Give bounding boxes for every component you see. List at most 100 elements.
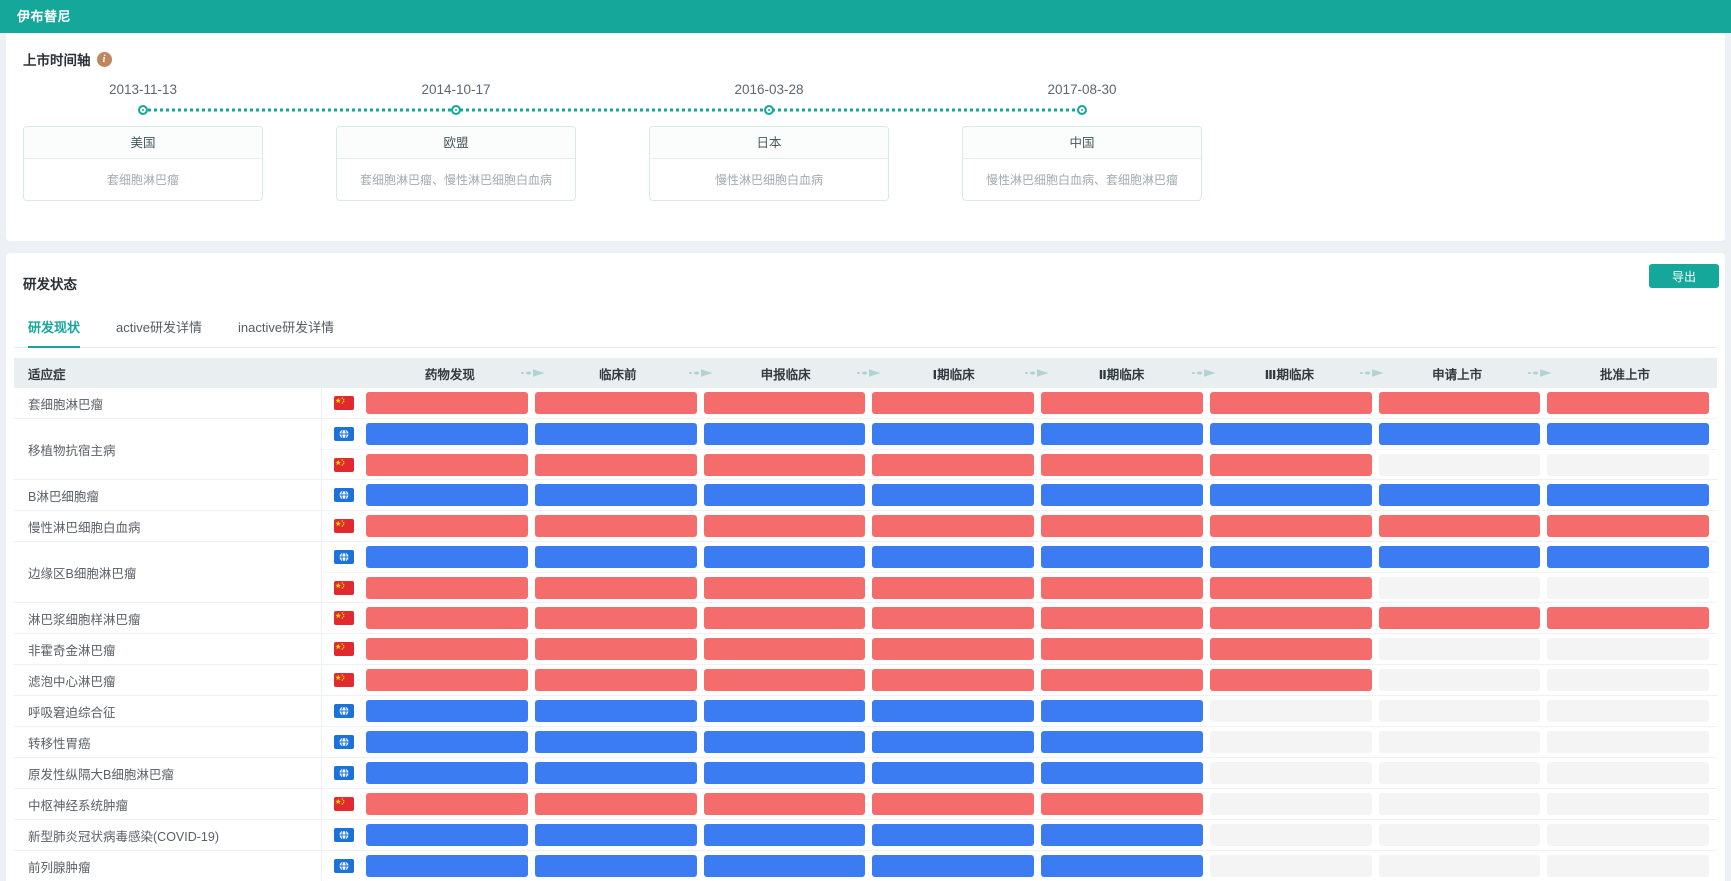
globe-cell: [322, 550, 366, 564]
globe-icon: [334, 550, 354, 564]
stage-segment-filled: [535, 484, 697, 506]
table-row: 中枢神经系统肿瘤: [14, 789, 1717, 820]
column-header-stage: 批准上市: [1541, 364, 1709, 383]
stage-segment-filled: [872, 638, 1034, 660]
table-row: 呼吸窘迫综合征: [14, 696, 1717, 727]
table-row: 边缘区B细胞淋巴瘤: [14, 542, 1717, 603]
stage-segment-empty: [1210, 731, 1372, 753]
info-icon[interactable]: i: [97, 52, 112, 67]
stage-segment-filled: [366, 700, 528, 722]
rnd-section-title: 研发状态: [23, 277, 77, 292]
stage-segment-filled: [704, 577, 866, 599]
stage-segment-filled: [366, 546, 528, 568]
page: 伊布替尼 上市时间轴 i 2013-11-132014-10-172016-03…: [0, 0, 1731, 881]
progress-track: [322, 572, 1717, 602]
timeline-date: 2014-10-17: [336, 82, 576, 97]
tab-1[interactable]: active研发详情: [116, 317, 202, 347]
stage-segment-filled: [872, 762, 1034, 784]
timeline-card: 美国套细胞淋巴瘤: [23, 126, 263, 201]
stage-segment-empty: [1547, 855, 1709, 877]
column-header-stage: 临床前: [534, 364, 702, 383]
timeline-card: 欧盟套细胞淋巴瘤、慢性淋巴细胞白血病: [336, 126, 576, 201]
table-row: 淋巴浆细胞样淋巴瘤: [14, 603, 1717, 634]
stage-segment-filled: [872, 484, 1034, 506]
stage-segment-filled: [366, 762, 528, 784]
indication-label: 呼吸窘迫综合征: [14, 696, 322, 726]
stage-segment-filled: [872, 731, 1034, 753]
china-flag-cell: [322, 519, 366, 533]
progress-tracks: [322, 634, 1717, 664]
timeline-card: 中国慢性淋巴细胞白血病、套细胞淋巴瘤: [962, 126, 1202, 201]
china-flag-cell: [322, 611, 366, 625]
stage-segment-filled: [1041, 669, 1203, 691]
stage-segment-filled: [1210, 392, 1372, 414]
timeline-indications: 慢性淋巴细胞白血病、套细胞淋巴瘤: [963, 159, 1201, 200]
stage-segment-filled: [1379, 484, 1541, 506]
stage-segments: [366, 638, 1717, 660]
china-flag-cell: [322, 458, 366, 472]
app-header: 伊布替尼: [0, 0, 1731, 33]
progress-track: [322, 665, 1717, 695]
stage-segment-filled: [366, 669, 528, 691]
table-row: 新型肺炎冠状病毒感染(COVID-19): [14, 820, 1717, 851]
progress-tracks: [322, 603, 1717, 633]
china-flag-icon: [334, 458, 354, 472]
table-row: 套细胞淋巴瘤: [14, 388, 1717, 419]
progress-track: [322, 758, 1717, 788]
indication-label: 边缘区B细胞淋巴瘤: [14, 542, 322, 602]
stage-segment-filled: [366, 824, 528, 846]
stage-segment-filled: [535, 577, 697, 599]
stage-segment-empty: [1379, 454, 1541, 476]
stage-segment-empty: [1379, 638, 1541, 660]
stage-segment-filled: [366, 731, 528, 753]
rnd-status-table: 适应症 药物发现 临床前 申报临床 Ⅰ期临床 Ⅱ期临床 Ⅲ期临床 申请上市 批准…: [14, 358, 1717, 881]
stage-segment-filled: [1210, 546, 1372, 568]
indication-label: B淋巴细胞瘤: [14, 480, 322, 510]
timeline-dot: [1077, 105, 1087, 115]
stage-header-row: 药物发现 临床前 申报临床 Ⅰ期临床 Ⅱ期临床 Ⅲ期临床 申请上市 批准上市: [366, 364, 1717, 383]
china-flag-icon: [334, 581, 354, 595]
stage-segment-filled: [1547, 515, 1709, 537]
china-flag-icon: [334, 642, 354, 656]
stage-segment-filled: [1210, 454, 1372, 476]
stage-segment-filled: [704, 454, 866, 476]
stage-segments: [366, 392, 1717, 414]
timeline-date: 2016-03-28: [649, 82, 889, 97]
china-flag-cell: [322, 797, 366, 811]
stage-segment-filled: [1041, 793, 1203, 815]
stage-segments: [366, 669, 1717, 691]
drug-title: 伊布替尼: [17, 9, 71, 24]
indication-label: 非霍奇金淋巴瘤: [14, 634, 322, 664]
tab-2[interactable]: inactive研发详情: [238, 317, 334, 347]
export-button[interactable]: 导出: [1649, 264, 1719, 288]
indication-label: 转移性胃癌: [14, 727, 322, 757]
stage-segment-filled: [366, 607, 528, 629]
china-flag-icon: [334, 797, 354, 811]
stage-segment-filled: [704, 793, 866, 815]
timeline-section: 上市时间轴 i 2013-11-132014-10-172016-03-2820…: [6, 33, 1725, 241]
stage-segments: [366, 793, 1717, 815]
stage-segment-filled: [535, 607, 697, 629]
tab-0[interactable]: 研发现状: [28, 317, 80, 347]
column-header-stage: Ⅰ期临床: [870, 364, 1038, 383]
stage-segment-filled: [535, 824, 697, 846]
globe-icon: [334, 859, 354, 873]
indication-label: 滤泡中心淋巴瘤: [14, 665, 322, 695]
stage-segment-filled: [1041, 824, 1203, 846]
stage-segment-empty: [1547, 793, 1709, 815]
stage-segment-empty: [1547, 669, 1709, 691]
stage-segment-filled: [1041, 855, 1203, 877]
stage-segment-filled: [1547, 484, 1709, 506]
stage-segment-empty: [1547, 700, 1709, 722]
stage-segment-filled: [704, 392, 866, 414]
stage-segments: [366, 700, 1717, 722]
progress-tracks: [322, 820, 1717, 850]
stage-segment-filled: [1379, 546, 1541, 568]
stage-segment-empty: [1379, 824, 1541, 846]
timeline-region: 美国: [24, 127, 262, 159]
progress-tracks: [322, 758, 1717, 788]
stage-segment-filled: [872, 546, 1034, 568]
stage-segments: [366, 607, 1717, 629]
stage-segment-filled: [704, 700, 866, 722]
stage-segment-filled: [704, 638, 866, 660]
